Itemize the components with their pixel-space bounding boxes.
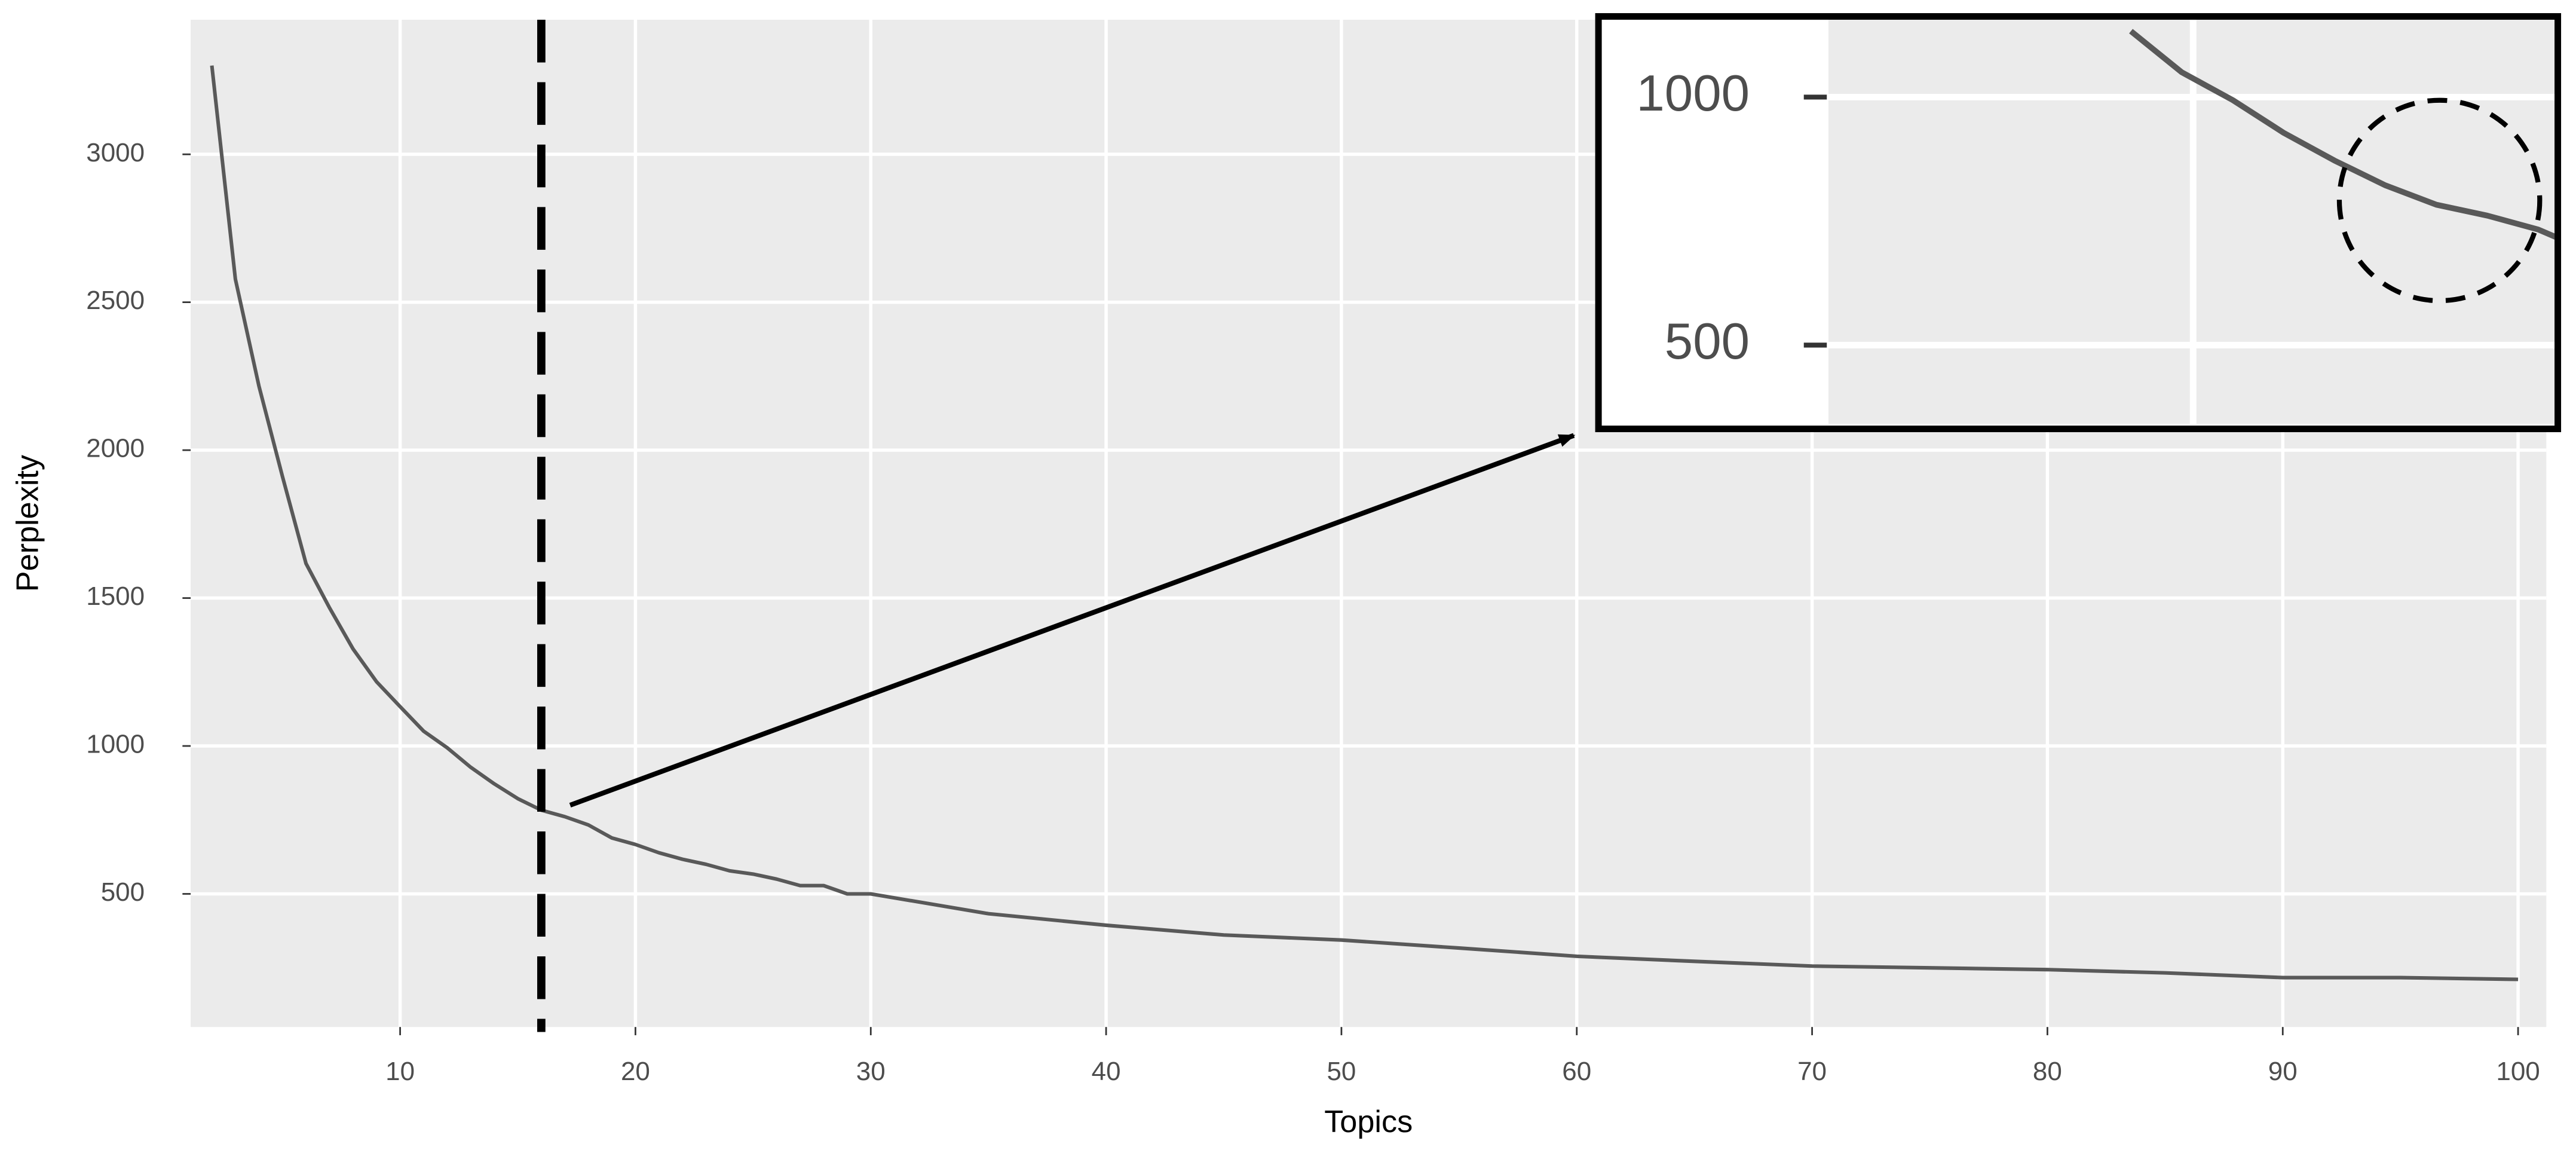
y-tick-label: 500 — [1665, 313, 1750, 370]
x-tick-label: 10 — [385, 1057, 415, 1086]
y-tick-label: 2500 — [86, 286, 145, 315]
highlight-circle — [2336, 97, 2543, 304]
data-line — [210, 65, 2519, 981]
y-axis-title: Perplexity — [10, 455, 45, 592]
x-tick-label: 80 — [2033, 1057, 2062, 1086]
y-tick-label: 1000 — [86, 730, 145, 759]
y-tick-label: 3000 — [86, 138, 145, 167]
x-axis-title: Topics — [1324, 1105, 1413, 1139]
x-tick-label: 40 — [1092, 1057, 1121, 1086]
x-tick-label: 50 — [1327, 1057, 1356, 1086]
data-line — [2129, 29, 2555, 240]
x-tick-label: 90 — [2268, 1057, 2298, 1086]
x-tick-label: 60 — [1562, 1057, 1591, 1086]
zoom-arrow — [569, 433, 1576, 808]
x-tick-label: 30 — [856, 1057, 886, 1086]
x-tick-label: 100 — [2496, 1057, 2540, 1086]
y-tick-label: 1500 — [86, 582, 145, 611]
y-tick-label: 2000 — [86, 434, 145, 463]
x-tick-label: 70 — [1797, 1057, 1827, 1086]
inset-frame — [1595, 13, 2562, 433]
y-tick-label: 500 — [101, 877, 145, 907]
x-tick-label: 20 — [621, 1057, 650, 1086]
y-tick-label: 1000 — [1636, 65, 1750, 122]
